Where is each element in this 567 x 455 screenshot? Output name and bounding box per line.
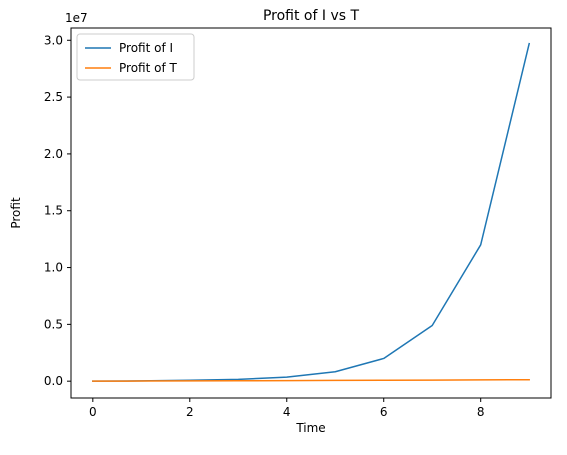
series-line-profit-of-i bbox=[92, 42, 531, 382]
legend-label: Profit of T bbox=[119, 61, 177, 75]
y-axis-multiplier: 1e7 bbox=[65, 11, 88, 25]
legend-label: Profit of I bbox=[119, 41, 173, 55]
series-line-profit-of-t bbox=[92, 378, 530, 382]
x-tick-label: 8 bbox=[477, 405, 485, 419]
y-tick-label: 0.5 bbox=[44, 317, 63, 331]
x-axis-label: Time bbox=[295, 421, 325, 435]
x-tick-label: 0 bbox=[89, 405, 97, 419]
y-tick-label: 1.5 bbox=[44, 204, 63, 218]
series-lines bbox=[92, 42, 531, 382]
y-axis-label: Profit bbox=[9, 197, 23, 229]
chart-title: Profit of I vs T bbox=[263, 8, 360, 24]
plot-area-frame bbox=[70, 27, 552, 399]
y-tick-label: 2.5 bbox=[44, 90, 63, 104]
y-axis: 0.0 0.5 1.0 1.5 2.0 2.5 3.0 bbox=[44, 33, 71, 388]
x-tick-label: 2 bbox=[186, 405, 194, 419]
y-tick-label: 3.0 bbox=[44, 33, 63, 47]
y-tick-label: 0.0 bbox=[44, 374, 63, 388]
x-tick-label: 6 bbox=[380, 405, 388, 419]
y-tick-label: 1.0 bbox=[44, 261, 63, 275]
legend: Profit of I Profit of T bbox=[76, 33, 195, 81]
y-tick-label: 2.0 bbox=[44, 147, 63, 161]
x-tick-label: 4 bbox=[283, 405, 291, 419]
x-axis: 0 2 4 6 8 bbox=[89, 398, 485, 419]
